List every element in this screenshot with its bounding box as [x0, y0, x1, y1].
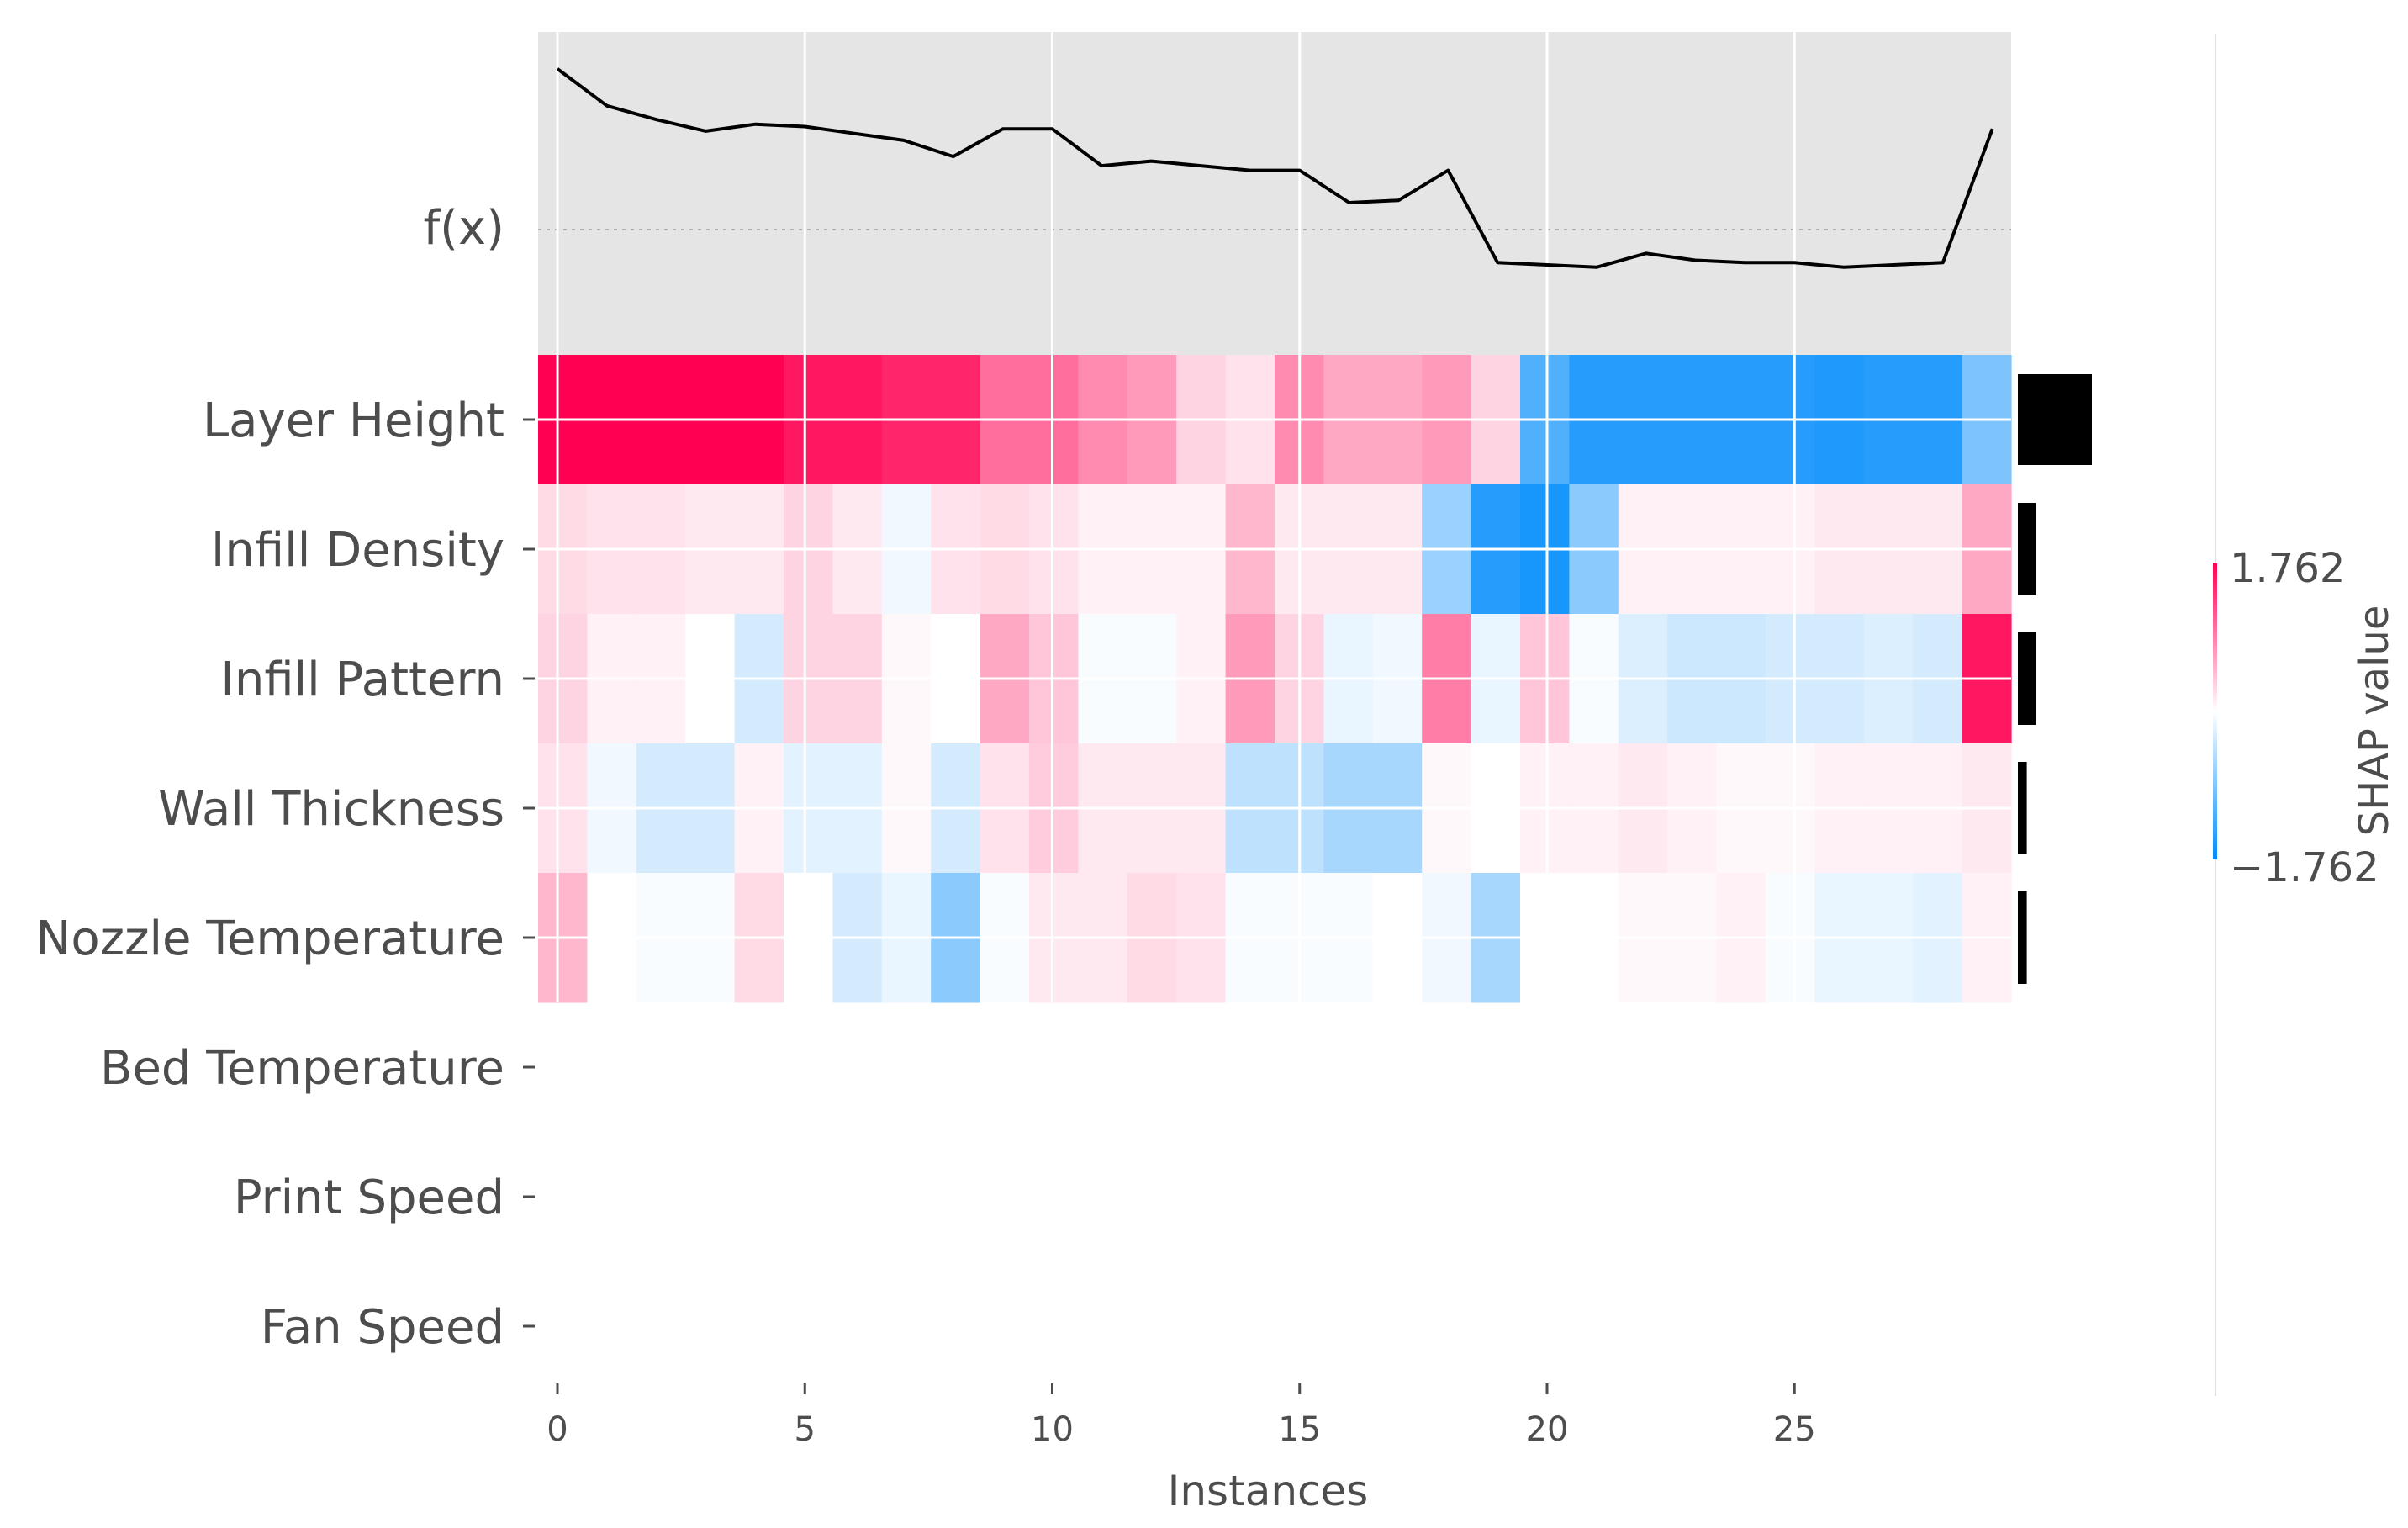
x-axis-ticks: 0 5 10 15 20 25 — [547, 1383, 1816, 1449]
importance-bar — [2018, 891, 2027, 984]
x-tick-label: 0 — [547, 1410, 568, 1449]
grid-lines — [538, 32, 2011, 1002]
colorbar-gradient — [2213, 563, 2217, 859]
feature-label: Infill Density — [211, 523, 504, 578]
x-tick-label: 5 — [795, 1410, 816, 1449]
colorbar-min-label: −1.762 — [2230, 844, 2379, 891]
importance-bars — [2018, 374, 2092, 984]
fx-panel-background — [538, 32, 2011, 355]
x-tick-label: 25 — [1773, 1410, 1816, 1449]
x-tick-label: 15 — [1278, 1410, 1321, 1449]
colorbar-title: SHAP value — [2351, 605, 2398, 837]
x-tick-label: 20 — [1526, 1410, 1569, 1449]
feature-label: Bed Temperature — [100, 1041, 504, 1096]
feature-label: Nozzle Temperature — [36, 912, 504, 966]
feature-label: Layer Height — [203, 394, 504, 448]
feature-label: Wall Thickness — [158, 782, 504, 837]
x-tick-label: 10 — [1031, 1410, 1074, 1449]
feature-label: Fan Speed — [261, 1300, 504, 1355]
x-axis-label: Instances — [1168, 1467, 1369, 1515]
feature-labels: Layer Height Infill Density Infill Pattern… — [36, 394, 535, 1355]
fx-line — [556, 67, 1994, 269]
importance-bar — [2018, 632, 2036, 725]
fx-line-group — [556, 67, 1994, 269]
colorbar: 1.762 −1.762 SHAP value — [2213, 34, 2398, 1396]
importance-bar — [2018, 503, 2036, 595]
fx-panel — [538, 32, 2011, 355]
colorbar-max-label: 1.762 — [2230, 545, 2345, 592]
feature-label: Print Speed — [234, 1171, 504, 1225]
fx-label: f(x) — [423, 201, 504, 256]
feature-label: Infill Pattern — [220, 653, 504, 707]
importance-bar — [2018, 762, 2027, 854]
importance-bar — [2018, 374, 2092, 465]
